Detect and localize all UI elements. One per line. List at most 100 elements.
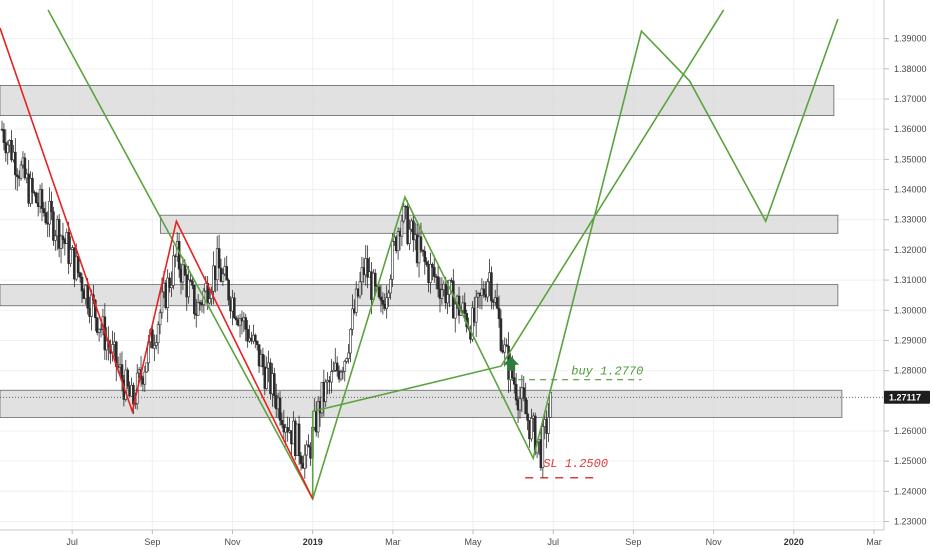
candle: [474, 289, 478, 337]
candle: [514, 372, 518, 406]
candle-body: [429, 264, 432, 283]
candle: [419, 222, 423, 253]
candle-body: [425, 261, 428, 265]
candle: [44, 201, 48, 225]
candle: [48, 187, 51, 238]
candle-body: [366, 258, 369, 278]
candle-body: [373, 272, 377, 287]
candle-body: [347, 352, 350, 359]
candle-body: [446, 294, 449, 304]
candle-body: [273, 373, 276, 397]
candle: [99, 323, 103, 338]
candle: [10, 130, 13, 163]
candle-body: [391, 241, 394, 280]
candle: [80, 272, 84, 303]
candle-body: [497, 307, 501, 319]
x-tick-label: 2020: [784, 537, 804, 547]
candle: [31, 172, 34, 204]
candle: [153, 334, 156, 361]
x-tick-label: Mar: [385, 537, 401, 547]
candle: [6, 140, 10, 165]
candle: [67, 221, 70, 275]
candle-body: [261, 354, 265, 368]
time-axis[interactable]: Jul Sep Nov 2019 Mar May Jul Sep Nov 2020 Mar: [66, 530, 882, 547]
x-tick-label: 2019: [303, 537, 323, 547]
candle-body: [547, 417, 550, 434]
price-zone: [0, 85, 835, 116]
candle-body: [23, 157, 27, 179]
price-zone: [159, 214, 839, 234]
candle-body: [154, 342, 158, 346]
candle-body: [6, 144, 10, 154]
candle-body: [419, 236, 423, 251]
candle: [225, 255, 229, 281]
candle-body: [208, 298, 211, 304]
candle: [412, 214, 415, 252]
candle: [316, 396, 320, 438]
candle: [391, 233, 394, 288]
candle-body: [19, 164, 23, 179]
candle: [347, 344, 350, 364]
candle-body: [280, 419, 284, 425]
candle: [238, 313, 242, 338]
candle-body: [187, 279, 190, 298]
candle: [425, 257, 428, 267]
candle: [444, 276, 448, 310]
candle-body: [34, 192, 38, 204]
candle-body: [482, 288, 486, 295]
candle-body: [463, 302, 467, 314]
candle-body: [387, 292, 390, 298]
candle: [286, 416, 289, 442]
candle: [172, 245, 175, 290]
price-axis[interactable]: 1.39000 1.38000 1.37000 1.36000 1.35000 1.340…: [884, 34, 927, 527]
candle-body: [341, 370, 345, 373]
candle: [170, 271, 173, 298]
green-pattern-line-1: [47, 9, 839, 501]
candle: [330, 358, 333, 394]
candle: [446, 280, 449, 314]
candle-body: [50, 200, 53, 213]
candle-body: [54, 235, 57, 241]
candle: [389, 274, 392, 300]
candle-body: [303, 454, 307, 469]
candle: [158, 309, 162, 335]
candle: [227, 278, 230, 306]
candle-body: [166, 277, 169, 309]
candle-body: [351, 308, 354, 330]
candle: [354, 281, 358, 317]
candle-body: [324, 381, 328, 402]
candle: [547, 402, 550, 443]
candle-body: [233, 297, 236, 319]
candle-body: [431, 264, 434, 268]
candle: [495, 283, 499, 310]
candle-body: [40, 189, 44, 209]
candle: [187, 265, 190, 304]
candle: [14, 138, 17, 190]
candle: [541, 421, 545, 479]
candle-body: [189, 279, 192, 282]
candle: [408, 219, 411, 251]
candle-body: [265, 367, 269, 389]
candle: [423, 246, 427, 275]
candle: [126, 367, 129, 390]
candle-body: [512, 377, 516, 385]
candle-body: [305, 444, 308, 456]
candle-body: [505, 344, 508, 347]
y-tick-label: 1.25000: [894, 456, 927, 466]
candle: [343, 359, 347, 382]
candle-body: [421, 249, 425, 252]
candle-body: [99, 328, 103, 331]
candle-body: [514, 384, 518, 401]
candle: [307, 434, 310, 448]
candle-body: [452, 280, 455, 319]
candle-body: [436, 276, 440, 290]
candle-body: [52, 211, 55, 241]
candle-body: [335, 362, 339, 372]
y-tick-label: 1.36000: [894, 124, 927, 134]
y-tick-label: 1.37000: [894, 94, 927, 104]
candle: [246, 320, 249, 348]
current-price-value: 1.27117: [889, 392, 921, 402]
candle: [52, 206, 55, 246]
candle: [61, 222, 65, 249]
